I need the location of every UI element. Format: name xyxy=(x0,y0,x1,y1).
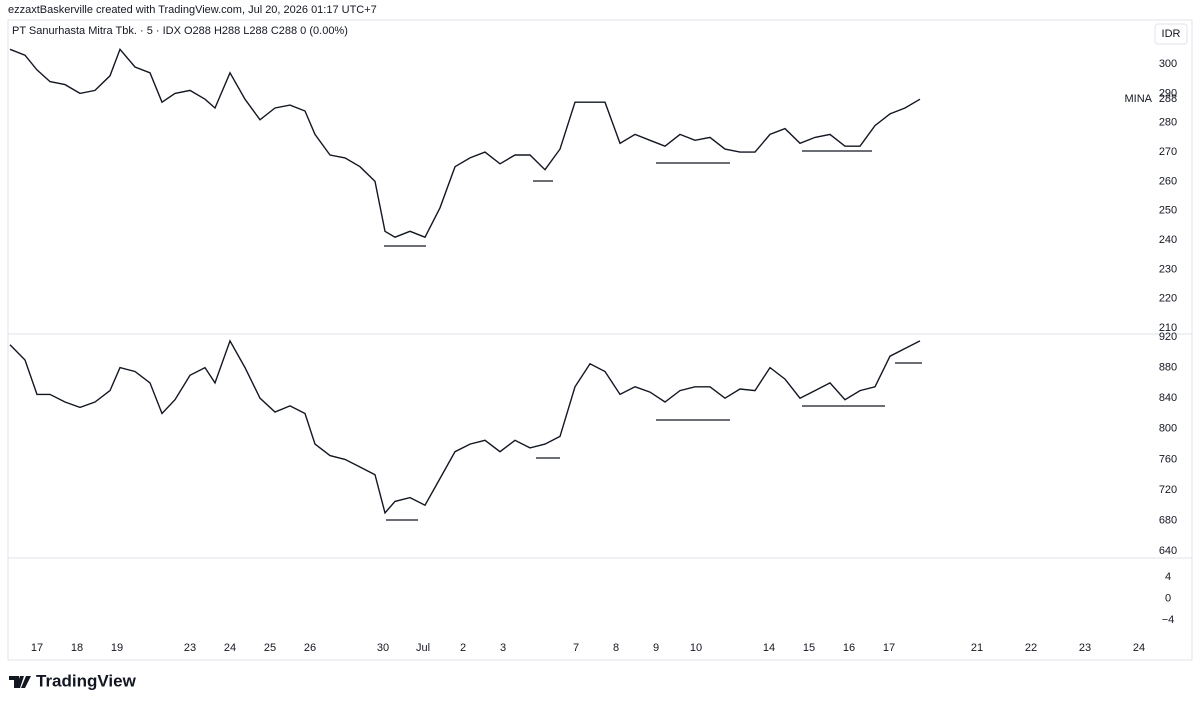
x-tick-label: 18 xyxy=(71,642,83,654)
x-tick-label: 17 xyxy=(883,642,895,654)
y-tick-label: −4 xyxy=(1162,614,1175,626)
y-tick-label: 4 xyxy=(1165,571,1171,583)
x-tick-label: 14 xyxy=(763,642,775,654)
price-line xyxy=(9,47,921,239)
brand-name: TradingView xyxy=(36,671,137,690)
y-tick-label: 280 xyxy=(1159,117,1177,129)
x-tick-label: 25 xyxy=(264,642,276,654)
logo xyxy=(9,676,31,688)
x-tick-label: 24 xyxy=(224,642,236,654)
y-tick-label: 800 xyxy=(1159,423,1177,435)
x-tick-label: 9 xyxy=(653,642,659,654)
y-tick-label: 240 xyxy=(1159,234,1177,246)
x-tick-label: 30 xyxy=(377,642,389,654)
y-tick-label: 250 xyxy=(1159,205,1177,217)
x-tick-label: 2 xyxy=(460,642,466,654)
y-tick-label: 760 xyxy=(1159,453,1177,465)
y-tick-label: 840 xyxy=(1159,392,1177,404)
y-tick-label: 220 xyxy=(1159,293,1177,305)
x-tick-label: 23 xyxy=(1079,642,1091,654)
y-tick-label: 640 xyxy=(1159,545,1177,557)
y-tick-label: 880 xyxy=(1159,362,1177,374)
y-tick-label: 680 xyxy=(1159,514,1177,526)
price-line xyxy=(9,339,921,515)
x-tick-label: 19 xyxy=(111,642,123,654)
drawings xyxy=(384,150,922,521)
y-tick-label: 230 xyxy=(1159,263,1177,275)
currency-label[interactable]: IDR xyxy=(1162,28,1181,40)
x-tick-label: Jul xyxy=(416,642,430,654)
x-tick-label: 7 xyxy=(573,642,579,654)
y-tick-label: 300 xyxy=(1159,58,1177,70)
y-tick-label: 720 xyxy=(1159,484,1177,496)
last-price-value: 288 xyxy=(1159,93,1177,105)
y-tick-label: 0 xyxy=(1165,592,1171,604)
symbol-legend: PT Sanurhasta Mitra Tbk. · 5 · IDX O288 … xyxy=(12,25,348,37)
x-tick-label: 26 xyxy=(304,642,316,654)
x-tick-label: 21 xyxy=(971,642,983,654)
x-tick-label: 23 xyxy=(184,642,196,654)
chart-frame xyxy=(7,19,1193,661)
y-tick-label: 290 xyxy=(1159,87,1177,99)
author-line: ezzaxtBaskerville created with TradingVi… xyxy=(8,4,377,16)
x-tick-label: 22 xyxy=(1025,642,1037,654)
y-tick-label: 920 xyxy=(1159,331,1177,343)
x-tick-label: 16 xyxy=(843,642,855,654)
currency-button[interactable] xyxy=(1154,23,1188,45)
x-tick-label: 10 xyxy=(690,642,702,654)
logo-icon xyxy=(9,676,31,688)
x-tick-label: 24 xyxy=(1133,642,1145,654)
y-tick-label: 270 xyxy=(1159,146,1177,158)
y-tick-label: 210 xyxy=(1159,322,1177,334)
last-price-name: MINA xyxy=(1125,93,1153,105)
x-tick-label: 8 xyxy=(613,642,619,654)
y-tick-label: 260 xyxy=(1159,175,1177,187)
x-tick-label: 3 xyxy=(500,642,506,654)
x-tick-label: 17 xyxy=(31,642,43,654)
x-tick-label: 15 xyxy=(803,642,815,654)
